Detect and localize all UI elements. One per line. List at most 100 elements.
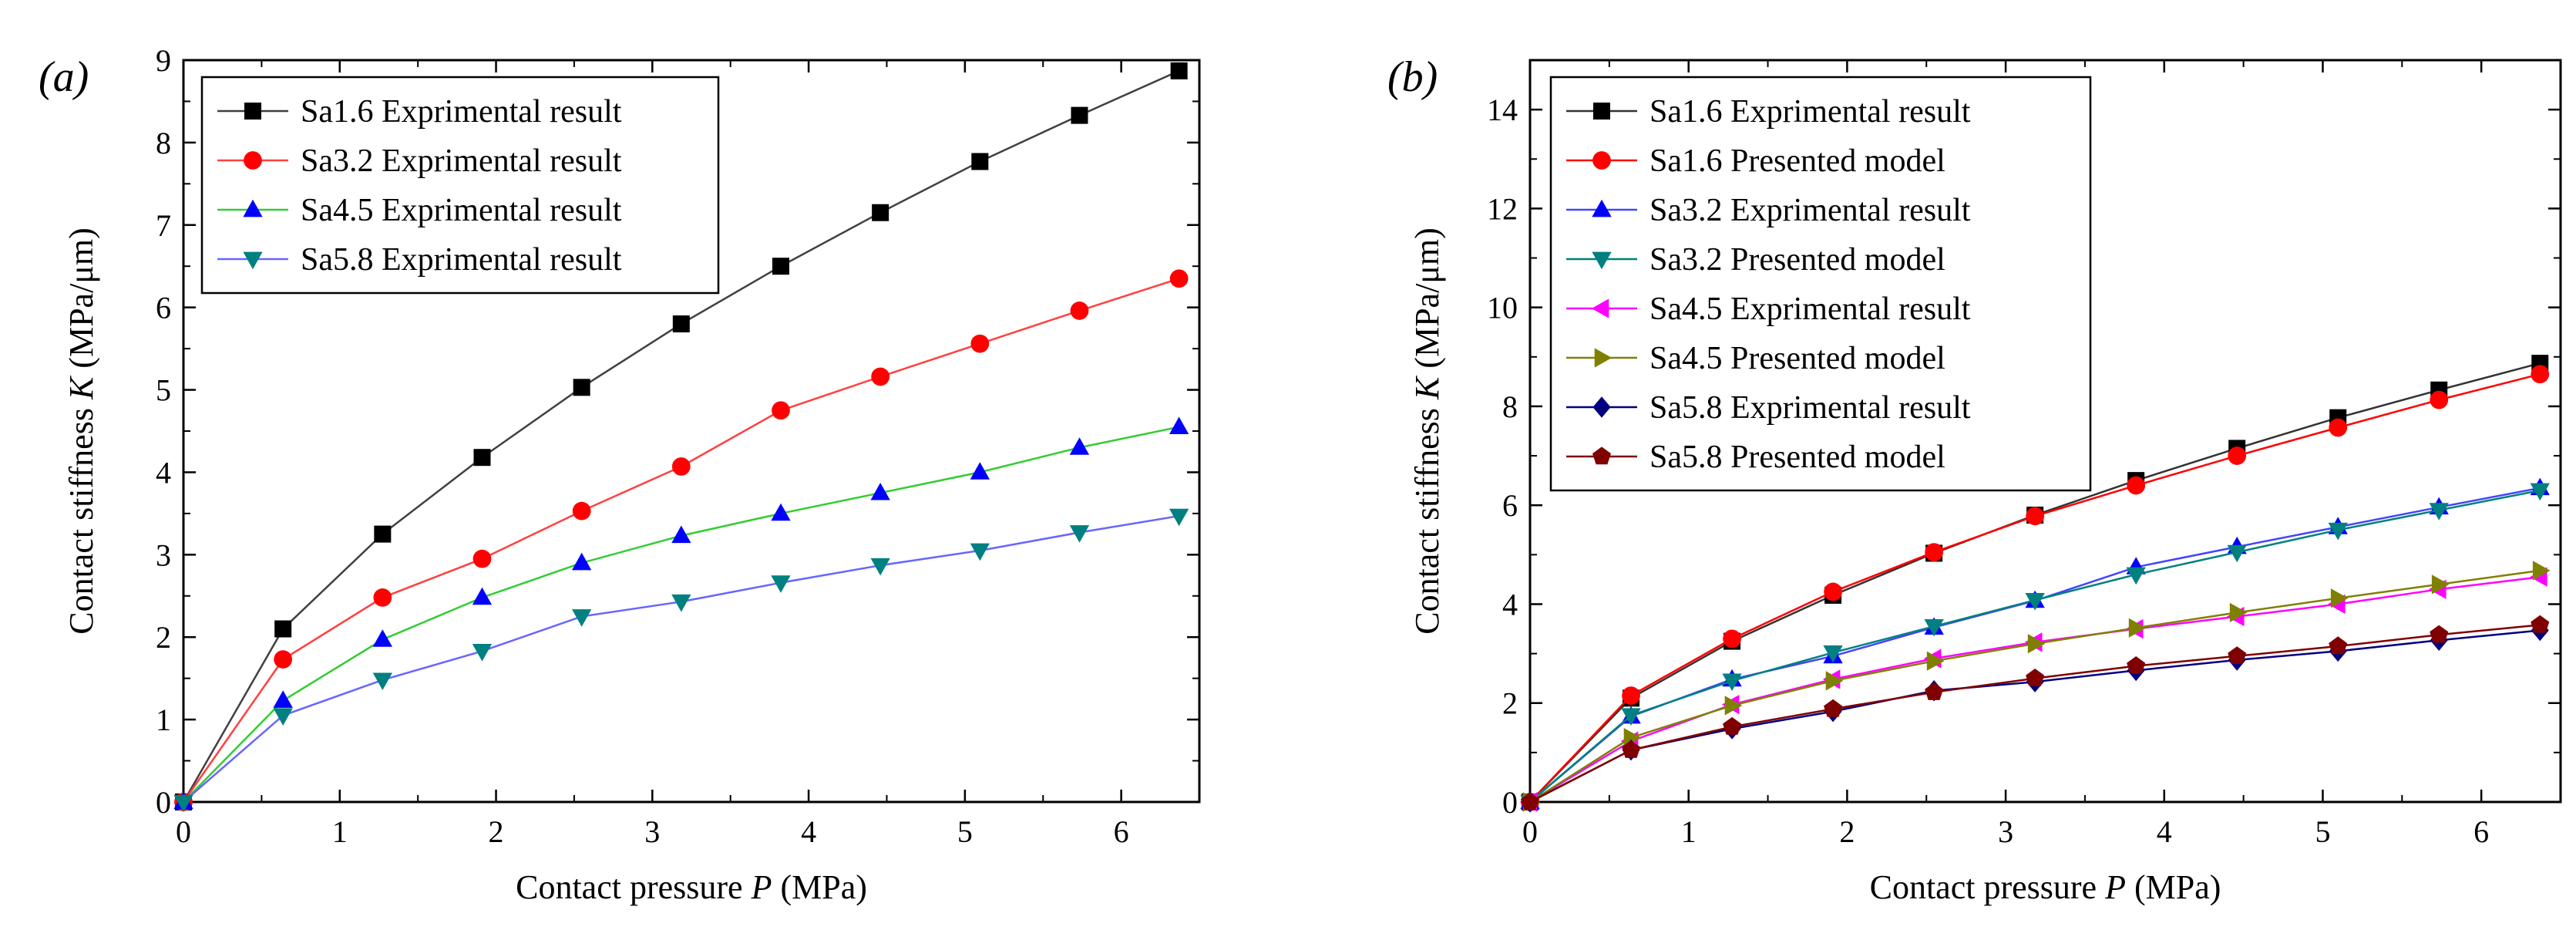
y-tick-label: 6: [1502, 488, 1518, 523]
data-point: [2127, 476, 2146, 495]
x-tick-label: 3: [644, 814, 660, 849]
data-point: [1071, 106, 1088, 124]
data-point: [2127, 656, 2146, 674]
data-point: [1169, 416, 1189, 434]
y-tick-label: 5: [156, 373, 171, 408]
x-tick-label: 2: [1839, 814, 1855, 849]
legend-entry: Sa3.2 Presented model: [1650, 242, 1945, 278]
data-point: [1824, 699, 1843, 717]
data-point: [572, 552, 592, 571]
data-point: [1723, 716, 1742, 735]
y-axis-title-text: Contact stiffness: [1408, 399, 1446, 635]
x-axis-unit: (MPa): [772, 868, 866, 906]
legend-swatch-marker: [244, 151, 262, 170]
panel-label: (a): [39, 53, 89, 101]
data-point: [2026, 507, 2045, 526]
legend: Sa1.6 Exprimental result Sa3.2 Exprimenta…: [200, 76, 720, 295]
data-point: [2429, 503, 2449, 521]
y-axis-variable: K: [62, 375, 100, 400]
data-point: [671, 457, 691, 476]
y-tick-label: 2: [156, 620, 171, 655]
data-point: [1621, 708, 1641, 726]
data-point: [274, 620, 292, 638]
data-point: [472, 587, 493, 605]
data-point: [274, 650, 293, 669]
data-point: [2531, 615, 2550, 633]
data-point: [472, 644, 493, 662]
data-point: [771, 575, 791, 593]
data-point: [1723, 629, 1741, 649]
x-tick-label: 6: [2473, 814, 2489, 849]
x-tick-label: 4: [2157, 814, 2172, 849]
y-axis-unit: (MPa/μm): [1408, 227, 1446, 376]
data-point: [1169, 269, 1189, 288]
data-point: [473, 449, 491, 467]
x-tick-label: 5: [957, 814, 973, 849]
y-tick-label: 12: [1487, 191, 1518, 226]
x-axis-title-text: Contact pressure: [516, 868, 751, 906]
data-point: [1069, 525, 1090, 543]
data-point: [671, 525, 691, 544]
data-point: [772, 258, 789, 275]
legend-entry: Sa1.6 Presented model: [1650, 143, 1945, 179]
y-tick-label: 6: [156, 291, 171, 325]
legend-swatch-marker: [1593, 103, 1610, 120]
data-point: [870, 483, 890, 500]
data-point: [1070, 302, 1089, 320]
data-point: [870, 558, 890, 576]
data-point: [372, 629, 392, 647]
x-tick-label: 1: [1681, 814, 1697, 849]
data-point: [1825, 671, 1844, 691]
data-point: [2330, 588, 2349, 608]
series-8: [1521, 615, 2550, 810]
series-line: [1529, 624, 2541, 804]
x-tick-label: 1: [332, 814, 348, 849]
data-point: [372, 672, 392, 690]
series-2: [174, 269, 1189, 811]
series-4: [173, 508, 1189, 813]
data-point: [572, 609, 592, 627]
data-point: [2329, 636, 2348, 655]
data-point: [970, 462, 990, 480]
y-tick-label: 2: [1502, 686, 1518, 721]
y-axis-title: Contact stiffness K (MPa/μm): [62, 227, 100, 635]
data-point: [2228, 446, 2247, 465]
data-point: [1170, 62, 1188, 79]
legend-entry: Sa4.5 Exprimental result: [1650, 291, 1971, 327]
series-3: [173, 416, 1189, 810]
legend-swatch-marker: [1592, 396, 1611, 418]
legend: Sa1.6 Exprimental result Sa1.6 Presented …: [1549, 76, 2092, 492]
data-point: [1521, 792, 1539, 810]
data-point: [772, 401, 790, 420]
y-tick-label: 0: [1502, 785, 1518, 820]
legend-frame: [200, 76, 720, 295]
data-point: [1925, 682, 1944, 700]
legend-swatch-marker: [244, 103, 261, 120]
y-axis-variable: K: [1408, 375, 1446, 400]
x-tick-label: 0: [176, 814, 191, 849]
data-point: [872, 204, 889, 221]
data-point: [970, 543, 990, 561]
data-point: [2027, 634, 2046, 654]
series-1: [175, 62, 1188, 810]
legend-swatch-marker: [1591, 298, 1609, 318]
data-point: [2025, 593, 2045, 611]
x-tick-label: 0: [1522, 814, 1538, 849]
data-point: [1925, 543, 1943, 562]
data-point: [1622, 740, 1641, 758]
x-tick-label: 2: [489, 814, 504, 849]
data-point: [2026, 669, 2045, 686]
legend-swatch-marker: [1592, 199, 1612, 217]
data-point: [1069, 437, 1090, 455]
x-tick-label: 6: [1114, 814, 1129, 849]
data-point: [1622, 686, 1640, 705]
data-point: [2126, 567, 2146, 585]
data-point: [472, 549, 492, 568]
data-point: [1722, 673, 1742, 692]
y-tick-label: 8: [1502, 389, 1518, 424]
y-tick-label: 3: [156, 537, 171, 572]
x-tick-label: 4: [801, 814, 816, 849]
legend-swatch-marker: [243, 251, 263, 270]
